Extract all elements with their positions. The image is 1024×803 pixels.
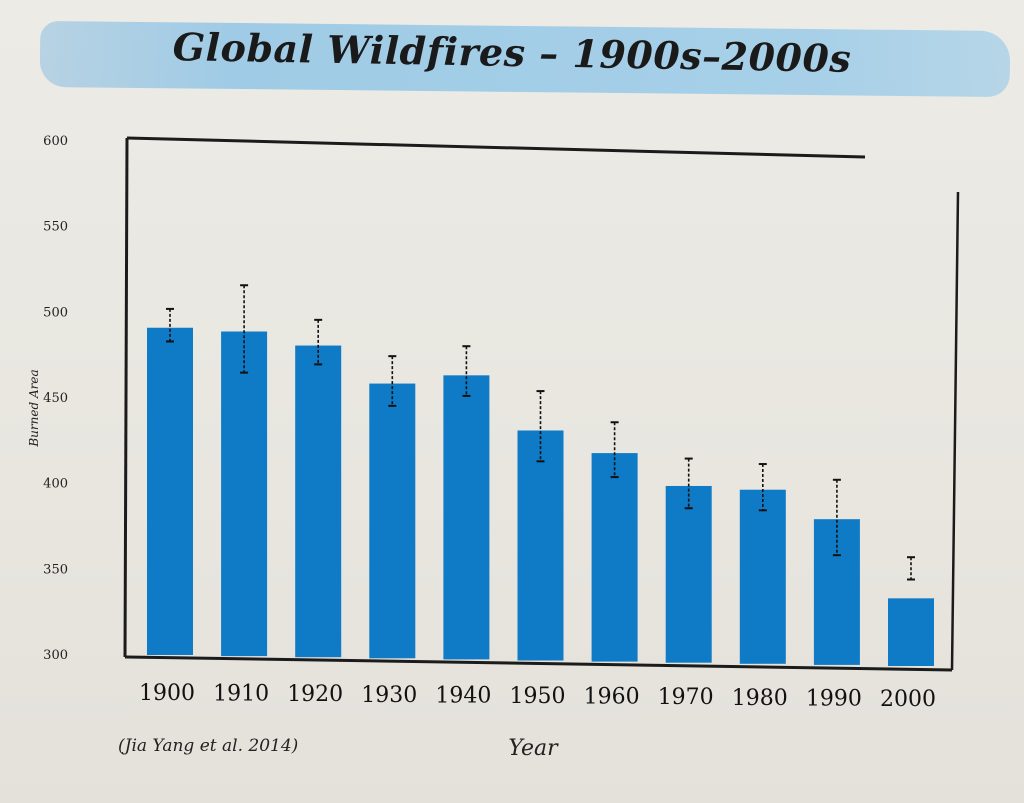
x-tick-label: 1990 [806, 686, 862, 711]
y-tick-label: 450 [43, 391, 68, 406]
x-tick-label: 1930 [361, 683, 417, 708]
x-tick-label: 1950 [510, 684, 566, 709]
frame-left-line [123, 137, 129, 658]
x-tick-label: 1940 [435, 683, 491, 708]
y-tick-label: 300 [43, 648, 68, 663]
x-tick-label: 1960 [584, 685, 640, 710]
x-tick-label: 1910 [213, 682, 269, 707]
bar [813, 519, 860, 665]
x-tick-label: 1900 [139, 681, 195, 706]
x-tick-label: 2000 [880, 687, 936, 712]
y-tick-label: 400 [43, 477, 68, 492]
y-tick-label: 500 [43, 305, 68, 320]
bar [443, 375, 490, 660]
bar [888, 598, 934, 666]
error-bars-group [166, 284, 915, 581]
bar [369, 383, 416, 659]
frame-bottom-line [124, 655, 953, 672]
y-tick-label: 550 [43, 220, 68, 235]
bar [739, 489, 786, 664]
x-tick-label: 1970 [658, 685, 714, 710]
plot-frame [123, 136, 960, 672]
bars-group [147, 327, 934, 666]
y-tick-label: 600 [43, 134, 68, 149]
x-axis-label: Year [508, 736, 559, 761]
source-citation: (Jia Yang et al. 2014) [118, 736, 299, 756]
bar [591, 453, 638, 662]
x-tick-label: 1920 [287, 682, 343, 707]
x-tick-label: 1980 [732, 686, 788, 711]
x-axis-ticks: 1900 1910 1920 1930 1940 1950 1960 1970 1980 1990… [139, 681, 936, 712]
frame-right-line [950, 191, 960, 671]
bar [221, 331, 268, 657]
bar [295, 345, 342, 658]
frame-top-line [126, 136, 866, 159]
y-axis-ticks: 300 350 400 450 500 550 600 [43, 134, 68, 663]
y-axis-label: Burned Area [27, 369, 41, 447]
y-tick-label: 350 [43, 562, 68, 577]
bar [665, 485, 712, 663]
bar [517, 430, 564, 661]
bar [147, 327, 193, 655]
